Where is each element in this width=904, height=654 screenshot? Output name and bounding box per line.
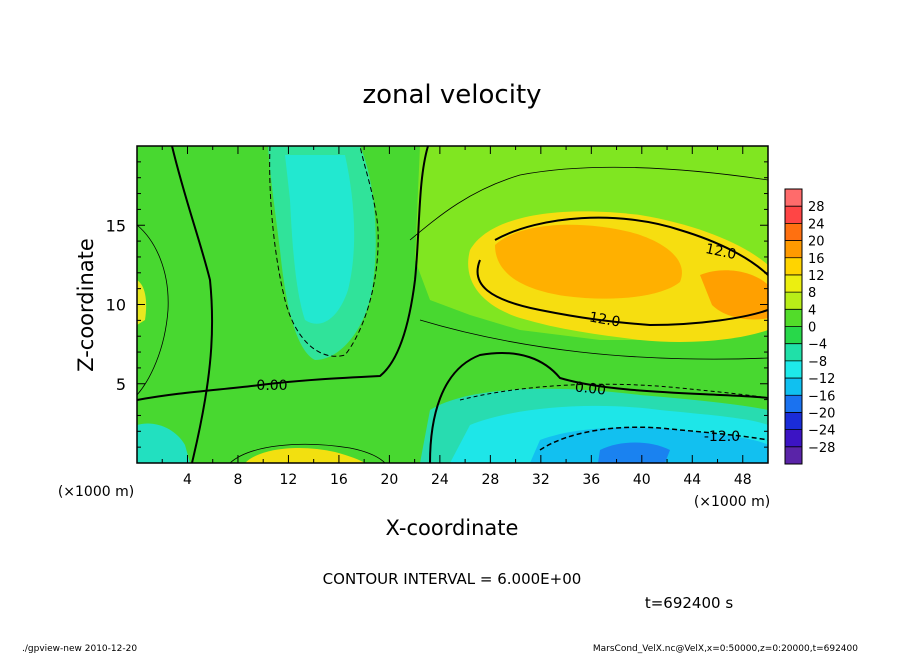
y-axis-ticks: 5 10 15 [106, 161, 768, 448]
contour-label-12-upper: 12.0 [704, 241, 738, 263]
colorbar-swatch [785, 223, 802, 241]
x-axis-ticks: 4 8 12 16 20 24 28 32 36 40 44 48 [161, 146, 752, 488]
time-text: t=692400 s [645, 594, 733, 612]
x-tick-label: 12 [280, 472, 298, 488]
y-tick-label: 15 [106, 216, 126, 235]
contour-twelve-upper [494, 216, 768, 276]
contour-thin-upper-right [409, 166, 768, 241]
colorbar-swatch [785, 240, 802, 259]
colorbar-swatch [785, 378, 802, 396]
x-tick-label: 8 [233, 472, 242, 488]
colorbar-swatch [785, 257, 802, 276]
colorbar-tick-label: −8 [808, 355, 827, 370]
contour-thin-bottom [229, 443, 386, 463]
colorbar-tick-label: −16 [808, 389, 835, 404]
colorbar-swatch [785, 360, 802, 379]
colorbar-swatch [785, 274, 802, 293]
field-region-bottom-yellow [245, 447, 365, 463]
colorbar-swatch [785, 292, 802, 310]
field-region-negative-core [598, 442, 670, 463]
y-tick-label: 10 [106, 296, 126, 315]
field-blobs [137, 146, 768, 463]
colorbar-tick-label: 16 [808, 252, 825, 267]
contour-label-group: 12.0 12.0 0.00 0.00 -12.0 [256, 241, 740, 445]
x-tick-label: 16 [330, 472, 348, 488]
contour-lines [137, 146, 768, 463]
colorbar-swatch [785, 395, 802, 413]
x-tick-label: 32 [532, 472, 550, 488]
footer-right: MarsCond_VelX.nc@VelX,x=0:50000,z=0:2000… [593, 644, 858, 654]
x-tick-label: 4 [183, 472, 192, 488]
colorbar-swatch [785, 206, 802, 224]
colorbar-swatch [785, 429, 802, 448]
x-tick-label: 36 [582, 472, 600, 488]
colorbar-swatch [785, 309, 802, 327]
colorbar-swatch [785, 343, 802, 362]
contour-label-zero-left: 0.00 [256, 378, 287, 394]
colorbar-swatch [785, 326, 802, 345]
colorbar-tick-label: 0 [808, 321, 816, 336]
colorbar-tick-label: 12 [808, 269, 825, 284]
colorbar-tick-label: 24 [808, 217, 825, 232]
colorbar: 28 24 20 16 12 8 4 0 −4 −8 −12 −16 −20 −24 −28 [784, 188, 835, 465]
x-unit-left: (×1000 m) [58, 484, 134, 500]
x-tick-label: 44 [683, 472, 701, 488]
contour-thin-left-side [137, 224, 169, 396]
colorbar-tick-label: 20 [808, 235, 825, 250]
field-region-left-edge-yellow [137, 280, 147, 325]
x-tick-label: 28 [481, 472, 499, 488]
field-region-jet-orange-east [700, 270, 768, 320]
x-tick-label: 40 [633, 472, 651, 488]
colorbar-tick-label: −4 [808, 338, 827, 353]
colorbar-tick-label: 8 [808, 286, 816, 301]
y-axis-label: Z-coordinate [74, 238, 98, 372]
y-tick-label: 5 [116, 375, 126, 394]
x-tick-label: 20 [380, 472, 398, 488]
colorbar-swatch [785, 446, 802, 465]
x-axis-label: X-coordinate [386, 516, 519, 540]
x-tick-label: 48 [734, 472, 752, 488]
field-region-jet-orange [495, 224, 682, 299]
contour-label-zero-right: 0.00 [574, 379, 607, 398]
contour-minus-twelve [539, 426, 768, 451]
contour-zero-middle [137, 146, 429, 401]
footer-left: ./gpview-new 2010-12-20 [22, 644, 137, 654]
contour-dashed-lower [459, 383, 768, 401]
chart-title: zonal velocity [362, 80, 541, 110]
colorbar-tick-label: −28 [808, 441, 835, 456]
contour-label-minus12: -12.0 [704, 429, 740, 445]
contour-twelve-lower [476, 259, 768, 327]
contour-label-12-lower: 12.0 [588, 309, 621, 330]
colorbar-tick-label: −24 [808, 424, 835, 439]
colorbar-tick-label: −20 [808, 406, 835, 421]
colorbar-tick-label: 28 [808, 200, 825, 215]
contour-thin-mid [419, 319, 768, 360]
contour-dashed-cyan [269, 146, 379, 357]
field-region-cyan-core [285, 155, 355, 324]
colorbar-swatch [785, 189, 802, 207]
field-region-bottom-left-cyan [137, 423, 190, 463]
x-tick-label: 24 [431, 472, 449, 488]
colorbar-tick-label: −12 [808, 372, 835, 387]
x-unit-right: (×1000 m) [694, 494, 770, 510]
contour-zero-lower [429, 351, 768, 463]
contour-interval-text: CONTOUR INTERVAL = 6.000E+00 [323, 570, 582, 588]
contour-zero-left [171, 146, 214, 463]
colorbar-swatch [785, 412, 802, 431]
plot-area [137, 146, 768, 463]
colorbar-tick-label: 4 [808, 303, 816, 318]
